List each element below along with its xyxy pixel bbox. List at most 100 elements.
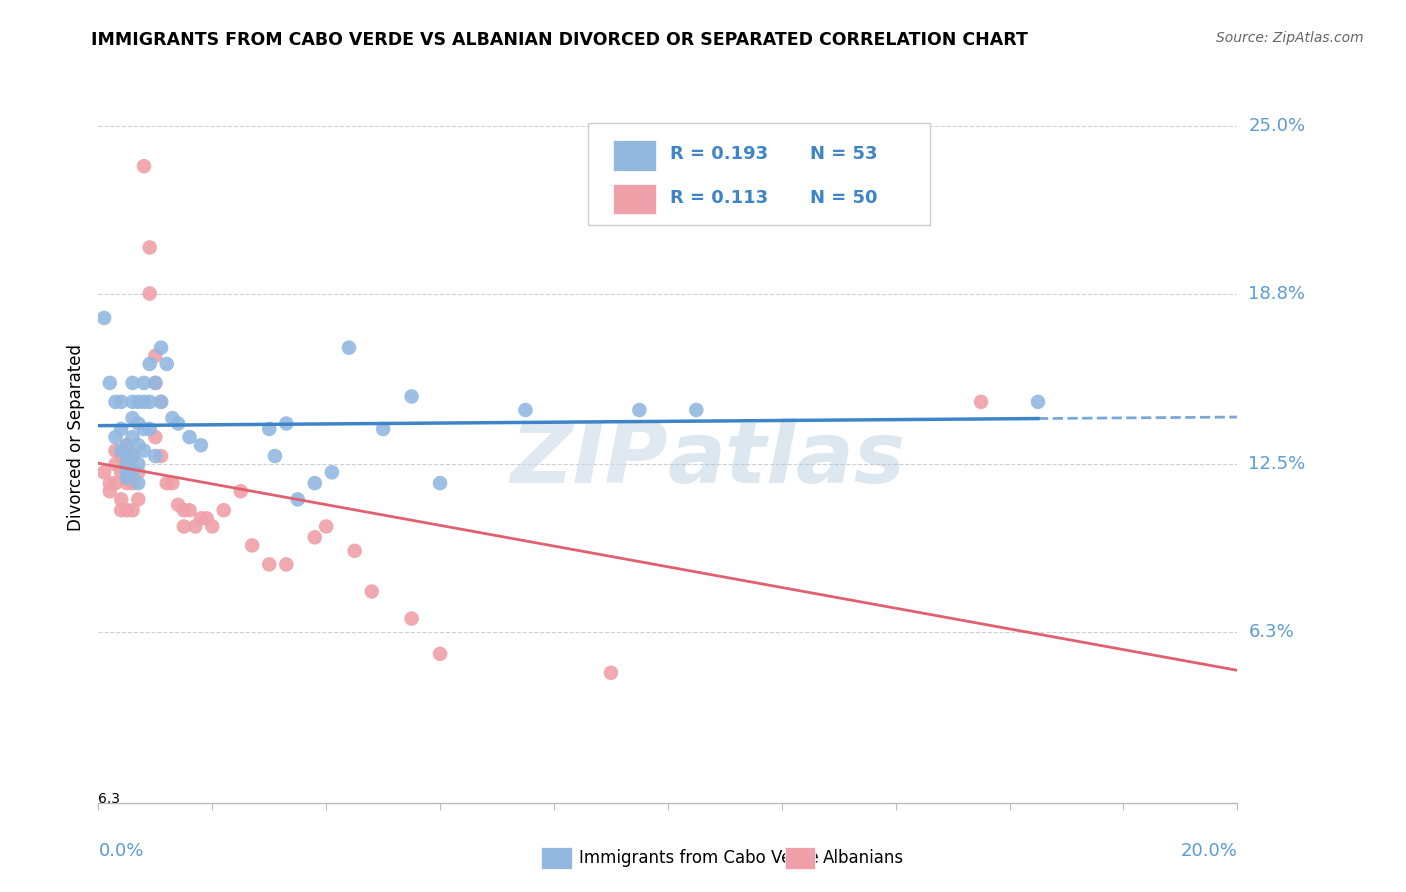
Point	[110, 492, 132, 507]
Point	[259, 422, 281, 436]
Text: 20.0%: 20.0%	[1181, 842, 1237, 860]
Point	[401, 389, 423, 403]
Point	[685, 403, 707, 417]
Point	[132, 443, 155, 458]
Point	[138, 395, 160, 409]
Point	[93, 310, 115, 325]
Text: ZIP: ZIP	[510, 417, 668, 500]
Point	[132, 159, 155, 173]
Point	[98, 484, 121, 499]
Point	[127, 492, 149, 507]
Point	[127, 417, 149, 431]
Point	[127, 457, 149, 471]
Point	[138, 422, 160, 436]
Point	[401, 611, 423, 625]
Point	[179, 503, 201, 517]
Point	[115, 471, 138, 485]
Point	[98, 476, 121, 491]
Point	[259, 558, 281, 572]
Point	[145, 449, 167, 463]
Point	[121, 376, 143, 390]
Point	[121, 503, 143, 517]
Point	[156, 357, 179, 371]
Text: 12.5%: 12.5%	[1249, 455, 1306, 473]
Point	[115, 457, 138, 471]
Text: R = 0.113: R = 0.113	[671, 189, 768, 207]
Bar	[613, 140, 657, 170]
Point	[150, 449, 173, 463]
Point	[110, 449, 132, 463]
Text: 25.0%: 25.0%	[1249, 117, 1306, 135]
Point	[360, 584, 382, 599]
Point	[127, 395, 149, 409]
Text: 6.3: 6.3	[98, 792, 121, 805]
FancyBboxPatch shape	[588, 122, 929, 225]
Point	[104, 476, 127, 491]
Point	[104, 443, 127, 458]
Point	[145, 376, 167, 390]
Y-axis label: Divorced or Separated: Divorced or Separated	[66, 343, 84, 531]
Point	[373, 422, 395, 436]
Point	[304, 530, 326, 544]
Point	[138, 357, 160, 371]
Point	[115, 465, 138, 479]
Point	[201, 519, 224, 533]
Text: N = 53: N = 53	[810, 145, 877, 163]
Point	[628, 403, 651, 417]
Point	[115, 449, 138, 463]
Point	[276, 417, 298, 431]
Point	[150, 395, 173, 409]
Point	[167, 498, 190, 512]
Point	[110, 443, 132, 458]
Point	[321, 465, 343, 479]
Point	[115, 438, 138, 452]
Point	[132, 422, 155, 436]
Point	[304, 476, 326, 491]
Text: Immigrants from Cabo Verde: Immigrants from Cabo Verde	[579, 849, 820, 867]
Point	[167, 417, 190, 431]
Point	[110, 465, 132, 479]
Point	[287, 492, 309, 507]
Point	[110, 422, 132, 436]
Point	[121, 449, 143, 463]
Point	[315, 519, 337, 533]
Text: 6.3%: 6.3%	[1249, 624, 1294, 641]
Point	[173, 503, 195, 517]
Point	[276, 558, 298, 572]
Point	[110, 503, 132, 517]
Point	[429, 476, 451, 491]
Point	[132, 376, 155, 390]
Point	[104, 457, 127, 471]
Point	[121, 465, 143, 479]
Point	[184, 519, 207, 533]
Point	[343, 544, 366, 558]
Point	[93, 465, 115, 479]
Point	[190, 438, 212, 452]
Point	[162, 476, 184, 491]
Point	[337, 341, 360, 355]
Point	[515, 403, 537, 417]
Point	[212, 503, 235, 517]
Text: N = 50: N = 50	[810, 189, 877, 207]
Point	[156, 476, 179, 491]
Point	[115, 457, 138, 471]
Point	[110, 395, 132, 409]
Text: 0.0%: 0.0%	[98, 842, 143, 860]
Point	[98, 376, 121, 390]
Point	[145, 430, 167, 444]
Point	[173, 519, 195, 533]
Point	[195, 511, 218, 525]
Point	[127, 465, 149, 479]
Point	[104, 395, 127, 409]
Point	[229, 484, 252, 499]
Point	[162, 411, 184, 425]
Point	[179, 430, 201, 444]
Point	[127, 438, 149, 452]
Point	[115, 438, 138, 452]
Text: IMMIGRANTS FROM CABO VERDE VS ALBANIAN DIVORCED OR SEPARATED CORRELATION CHART: IMMIGRANTS FROM CABO VERDE VS ALBANIAN D…	[91, 31, 1028, 49]
Point	[240, 538, 263, 552]
Text: atlas: atlas	[668, 417, 905, 500]
Point	[138, 240, 160, 254]
Point	[121, 411, 143, 425]
Point	[132, 395, 155, 409]
